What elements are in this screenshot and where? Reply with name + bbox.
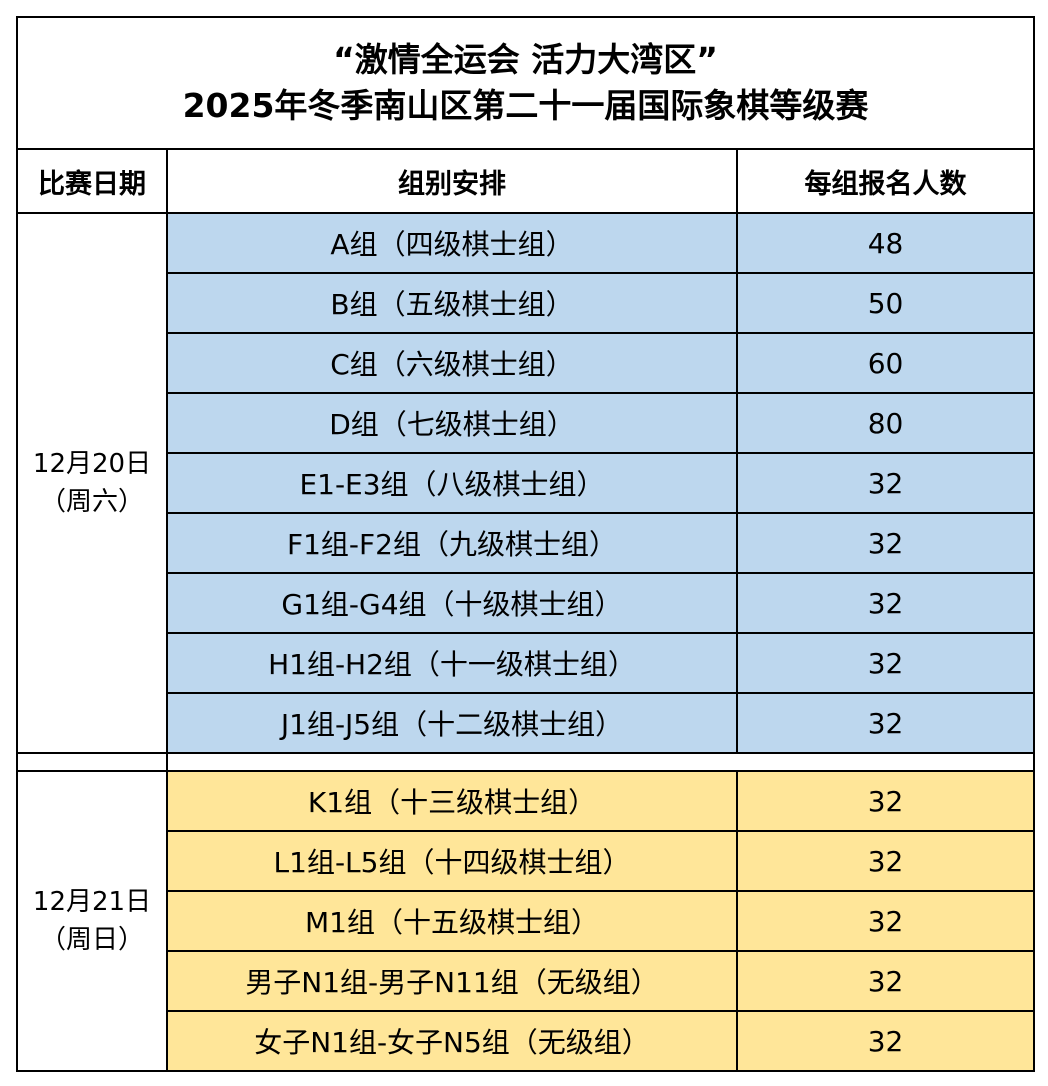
count-cell: 32 [735, 572, 1036, 634]
table-row: C组（六级棋士组） 60 [17, 332, 1036, 394]
title-line-1: “激情全运会 活力大湾区” [333, 40, 718, 79]
group-cell: D组（七级棋士组） [166, 392, 738, 454]
group-cell: 女子N1组-女子N5组（无级组） [166, 1010, 738, 1072]
spacer-row [16, 752, 1036, 772]
table-row: G1组-G4组（十级棋士组） 32 [17, 572, 1036, 634]
table-row: J1组-J5组（十二级棋士组） 32 [17, 692, 1036, 754]
group-cell: J1组-J5组（十二级棋士组） [166, 692, 738, 754]
header-group: 组别安排 [166, 148, 738, 214]
group-cell: C组（六级棋士组） [166, 332, 738, 394]
schedule-table: “激情全运会 活力大湾区” 2025年冬季南山区第二十一届国际象棋等级赛 比赛日… [15, 16, 1036, 1072]
count-cell: 32 [735, 770, 1036, 832]
group-cell: 男子N1组-男子N11组（无级组） [166, 950, 738, 1012]
date: 12月20日 [32, 449, 152, 479]
count-cell: 32 [735, 950, 1036, 1012]
count-cell: 32 [735, 890, 1036, 952]
date-cell: 12月20日 （周六） [16, 212, 168, 754]
count-cell: 32 [735, 1010, 1036, 1072]
group-cell: G1组-G4组（十级棋士组） [166, 572, 738, 634]
date: 12月21日 [32, 887, 152, 917]
header-count: 每组报名人数 [735, 148, 1036, 214]
group-cell: E1-E3组（八级棋士组） [166, 452, 738, 514]
weekday: （周日） [39, 925, 144, 955]
table-row: 12月20日 （周六） A组（四级棋士组） 48 [16, 212, 1036, 754]
count-cell: 32 [735, 512, 1036, 574]
group-cell: A组（四级棋士组） [166, 212, 738, 274]
header-date: 比赛日期 [16, 148, 168, 214]
count-cell: 32 [735, 632, 1036, 694]
table-title: “激情全运会 活力大湾区” 2025年冬季南山区第二十一届国际象棋等级赛 [15, 16, 1036, 150]
count-cell: 48 [735, 212, 1036, 274]
group-cell: H1组-H2组（十一级棋士组） [166, 632, 738, 694]
title-line-2: 2025年冬季南山区第二十一届国际象棋等级赛 [182, 86, 869, 125]
table-row: B组（五级棋士组） 50 [17, 272, 1036, 334]
table-row: E1-E3组（八级棋士组） 32 [17, 452, 1036, 514]
spacer-cell [165, 752, 1036, 772]
date-cell: 12月21日 （周日） [16, 770, 168, 1072]
table-row: H1组-H2组（十一级棋士组） 32 [17, 632, 1036, 694]
table-row: 男子N1组-男子N11组（无级组） 32 [17, 950, 1036, 1012]
table-row: 女子N1组-女子N5组（无级组） 32 [17, 1010, 1036, 1072]
count-cell: 60 [735, 332, 1036, 394]
group-cell: K1组（十三级棋士组） [166, 770, 738, 832]
table-row: F1组-F2组（九级棋士组） 32 [17, 512, 1036, 574]
group-cell: L1组-L5组（十四级棋士组） [166, 830, 738, 892]
group-cell: M1组（十五级棋士组） [166, 890, 738, 952]
count-cell: 32 [735, 830, 1036, 892]
table-row: M1组（十五级棋士组） 32 [17, 890, 1036, 952]
group-cell: B组（五级棋士组） [166, 272, 738, 334]
count-cell: 80 [735, 392, 1036, 454]
table-row: D组（七级棋士组） 80 [17, 392, 1036, 454]
count-cell: 32 [735, 692, 1036, 754]
table-row: 12月21日 （周日） K1组（十三级棋士组） 32 [16, 770, 1036, 1072]
table-row: L1组-L5组（十四级棋士组） 32 [17, 830, 1036, 892]
count-cell: 32 [735, 452, 1036, 514]
spacer-cell [16, 752, 168, 772]
group-cell: F1组-F2组（九级棋士组） [166, 512, 738, 574]
count-cell: 50 [735, 272, 1036, 334]
weekday: （周六） [39, 487, 144, 517]
